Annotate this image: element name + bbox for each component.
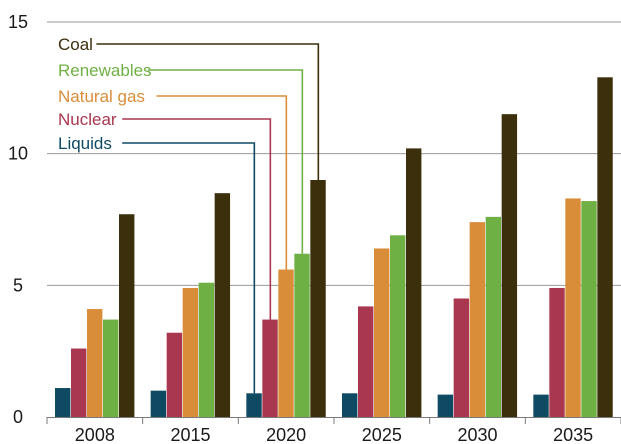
bar-nuclear-2025 (358, 306, 374, 417)
bar-renewables-2008 (103, 319, 119, 417)
legend-label-liquids: Liquids (58, 134, 112, 153)
bar-renewables-2015 (198, 282, 215, 417)
y-axis: 0 5 10 15 (8, 12, 28, 427)
x-tick-label: 2020 (266, 425, 306, 444)
x-axis: 2008 2015 2020 2025 2030 2035 (46, 417, 621, 444)
y-tick-label: 10 (8, 144, 28, 164)
bar-liquids-2030 (437, 394, 454, 417)
legend-label-coal: Coal (58, 35, 93, 54)
bar-coal-2015 (214, 193, 231, 417)
legend-leader-liquids (122, 142, 256, 394)
bar-natural-gas-2030 (469, 222, 486, 417)
legend-label-renewables: Renewables (58, 61, 152, 80)
bar-renewables-2030 (485, 216, 502, 417)
x-tick-label: 2025 (362, 425, 402, 444)
legend-label-nuclear: Nuclear (58, 110, 117, 129)
x-tick-label: 2008 (75, 425, 115, 444)
bar-coal-2008 (119, 214, 135, 417)
bar-natural-gas-2020 (278, 269, 294, 417)
y-tick-label: 5 (13, 275, 23, 295)
x-tick-label: 2035 (553, 425, 593, 444)
bar-coal-2020 (310, 180, 326, 417)
bar-liquids-2015 (150, 390, 167, 417)
bar-liquids-2025 (342, 393, 358, 417)
bars (55, 77, 613, 418)
legend-leader-coal (96, 43, 320, 180)
bar-nuclear-2020 (262, 319, 278, 417)
bar-liquids-2035 (533, 394, 549, 417)
bar-natural-gas-2008 (87, 309, 103, 417)
bar-coal-2035 (597, 77, 613, 418)
bar-nuclear-2008 (71, 348, 87, 417)
legend-leader-natural-gas (156, 95, 288, 270)
legend: Coal Renewables Natural gas Nuclear Liquids (58, 35, 320, 394)
legend-leader-nuclear (122, 118, 272, 320)
y-tick-label: 15 (8, 12, 28, 32)
x-tick-label: 2030 (457, 425, 497, 444)
bar-renewables-2020 (294, 253, 310, 417)
bar-coal-2025 (406, 148, 422, 417)
gridlines (47, 21, 621, 286)
x-tick-label: 2015 (170, 425, 210, 444)
bar-renewables-2035 (581, 201, 597, 417)
bar-natural-gas-2025 (374, 248, 390, 417)
bar-renewables-2025 (390, 235, 406, 417)
bar-coal-2030 (501, 114, 518, 418)
bar-natural-gas-2015 (182, 287, 199, 417)
y-tick-label: 0 (13, 407, 23, 427)
bar-liquids-2020 (246, 393, 262, 417)
bar-liquids-2008 (55, 388, 71, 417)
legend-leader-renewables (148, 69, 304, 254)
legend-label-natural-gas: Natural gas (58, 87, 145, 106)
bar-nuclear-2015 (166, 332, 183, 417)
bar-nuclear-2035 (549, 287, 565, 417)
bar-natural-gas-2035 (565, 198, 581, 417)
bar-nuclear-2030 (453, 298, 470, 417)
